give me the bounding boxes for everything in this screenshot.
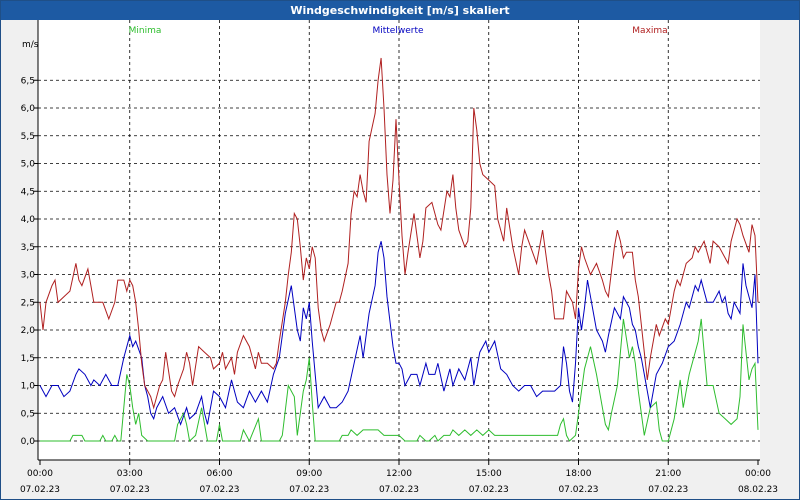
series-line-maxima xyxy=(39,57,759,410)
x-tick-time-label: 15:00 xyxy=(476,469,502,479)
legend-entry-mittelwerte: Mittelwerte xyxy=(372,26,423,36)
x-tick-time-label: 06:00 xyxy=(207,469,233,479)
y-axis-label: m/s xyxy=(22,40,39,50)
y-tick-label: 5,0 xyxy=(21,160,36,170)
series-line-mittelwerte xyxy=(39,241,759,426)
y-tick-label: 2,0 xyxy=(21,326,36,336)
wind-speed-chart: 0,0 0,5 1,0 1,5 2,0 2,5 3,0 3,5 4,0 4,5 5,0 5,5 6,0 6… xyxy=(20,20,778,495)
x-tick-time-label: 18:00 xyxy=(566,469,592,479)
y-tick-label: 3,0 xyxy=(21,271,36,281)
legend-entry-minima: Minima xyxy=(129,26,162,36)
y-tick-label: 6,5 xyxy=(21,76,35,86)
x-tick-date-label: 07.02.23 xyxy=(289,485,329,495)
series-line-minima xyxy=(40,318,759,443)
y-tick-label: 1,5 xyxy=(21,354,35,364)
x-tick-time-label: 00:00 xyxy=(27,469,53,479)
y-axis-ticks: 0,0 0,5 1,0 1,5 2,0 2,5 3,0 3,5 4,0 4,5 5,0 5,5 6,0 6… xyxy=(21,76,38,447)
y-tick-label: 0,5 xyxy=(21,409,35,419)
window-title: Windgeschwindigkeit [m/s] skaliert xyxy=(1,1,799,20)
x-tick-date-label: 07.02.23 xyxy=(110,485,150,495)
series-lines xyxy=(39,57,759,443)
x-tick-date-label: 07.02.23 xyxy=(379,485,419,495)
x-tick-time-label: 12:00 xyxy=(386,469,412,479)
x-tick-date-label: 07.02.23 xyxy=(199,485,239,495)
x-tick-date-label: 07.02.23 xyxy=(20,485,60,495)
x-tick-time-label: 21:00 xyxy=(655,469,681,479)
y-tick-label: 5,5 xyxy=(21,132,35,142)
y-tick-label: 0,0 xyxy=(21,437,36,447)
y-tick-label: 6,0 xyxy=(21,104,36,114)
x-tick-time-label: 00:00 xyxy=(745,469,771,479)
x-tick-date-label: 07.02.23 xyxy=(648,485,688,495)
y-tick-label: 1,0 xyxy=(21,382,36,392)
y-tick-label: 4,0 xyxy=(21,215,36,225)
x-tick-time-label: 09:00 xyxy=(296,469,322,479)
x-tick-date-label: 07.02.23 xyxy=(469,485,509,495)
x-tick-date-label: 08.02.23 xyxy=(738,485,778,495)
y-tick-label: 4,5 xyxy=(21,187,35,197)
y-tick-label: 3,5 xyxy=(21,243,35,253)
x-tick-date-label: 07.02.23 xyxy=(558,485,598,495)
x-axis-ticks: 00:00 07.02.23 03:00 07.02.23 06:00 07.02.23 0… xyxy=(20,460,778,495)
y-tick-label: 2,5 xyxy=(21,298,35,308)
x-tick-time-label: 03:00 xyxy=(117,469,143,479)
grid-lines xyxy=(38,20,760,460)
legend-entry-maxima: Maxima xyxy=(632,26,667,36)
legend: Minima Mittelwerte Maxima xyxy=(129,26,668,36)
